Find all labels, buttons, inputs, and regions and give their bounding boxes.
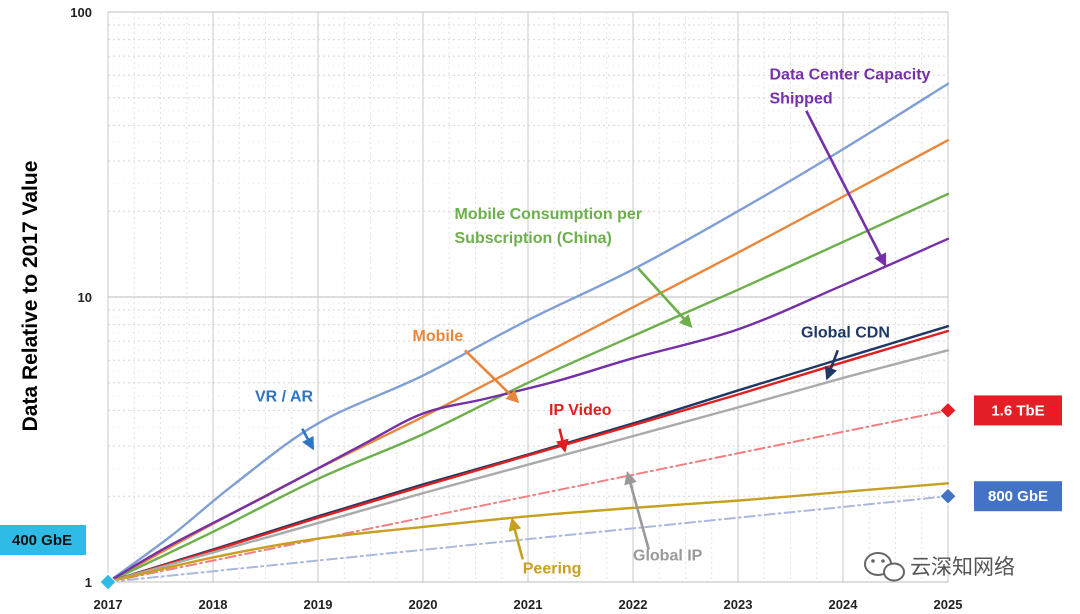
marker-label: 800 GbE [988,488,1048,505]
annotation-arrow [637,267,693,329]
marker-diamond [939,487,957,505]
x-tick-label: 2017 [94,597,123,612]
x-tick-label: 2024 [829,597,859,612]
annotation-arrow [555,428,569,453]
y-axis-label: Data Relative to 2017 Value [19,161,42,432]
speed-marker: 1.6 TbE [939,395,1062,426]
annotation-arrow [624,471,651,550]
annotation-arrow [301,428,314,451]
watermark-text: 云深知网络 [910,555,1015,579]
annotation-label: Mobile Consumption per [455,206,643,223]
annotations: Data Center Capacity Shipped Mobile Consum… [255,66,931,577]
annotation-arrow [805,110,887,267]
annotation-label: Global CDN [801,325,890,342]
annotation-arrow [824,349,839,381]
annotation: Mobile Consumption per Subscription (Chin… [455,206,693,329]
annotation-label: Global IP [633,547,703,564]
series-line-vrar [106,82,950,584]
x-tick-label: 2025 [934,597,963,612]
series-lines [106,82,950,584]
speed-markers: 1.6 TbE 800 GbE 400 GbE [0,395,1062,591]
series-line-tbe-trend [107,409,949,583]
speed-marker: 800 GbE [939,481,1062,512]
annotation-arrow [464,349,520,404]
annotation: Global IP [624,471,703,564]
series-line-mobile-china [106,192,950,584]
marker-diamond [99,573,117,591]
x-tick-label: 2018 [199,597,228,612]
marker-label: 1.6 TbE [991,402,1044,419]
series-line-global-ip [106,349,950,584]
y-tick-label: 10 [78,290,92,305]
y-tick-label: 1 [85,575,92,590]
annotation: Peering [508,517,582,578]
marker-label-box [974,481,1062,512]
series-line-ip-video [106,329,950,584]
annotation-label: VR / AR [255,388,314,405]
x-tick-label: 2021 [514,597,543,612]
grid [107,11,949,583]
marker-diamond [939,401,957,420]
wechat-icon [864,552,905,582]
x-tick-label: 2023 [724,597,753,612]
annotation-label: Subscription (China) [455,230,612,247]
speed-marker: 400 GbE [0,525,117,591]
annotation: Global CDN [801,325,890,381]
series-line-gbe-trend [107,495,949,583]
series-line-dc-capacity [106,237,950,584]
x-tick-label: 2022 [619,597,648,612]
annotation-label: Data Center Capacity [770,66,931,83]
marker-label-box [0,525,86,555]
axes: 2017 2018 2019 2020 2021 2022 2023 2024 2025 1 10 1… [70,5,962,612]
annotation: VR / AR [255,388,314,451]
annotation: Mobile [413,328,520,404]
annotation: IP Video [549,402,612,453]
series-line-peering [106,482,950,584]
annotation-label: Peering [523,561,582,578]
x-tick-label: 2020 [409,597,438,612]
watermark: 云深知网络 [864,552,1015,582]
annotation-label: IP Video [549,402,612,419]
annotation-arrow [508,517,525,560]
y-tick-label: 100 [70,5,92,20]
x-tick-label: 2019 [304,597,333,612]
annotation-label: Mobile [413,328,464,345]
annotation-label: Shipped [770,90,833,107]
marker-label: 400 GbE [12,532,72,549]
annotation: Data Center Capacity Shipped [770,66,931,267]
marker-label-box [974,395,1062,426]
